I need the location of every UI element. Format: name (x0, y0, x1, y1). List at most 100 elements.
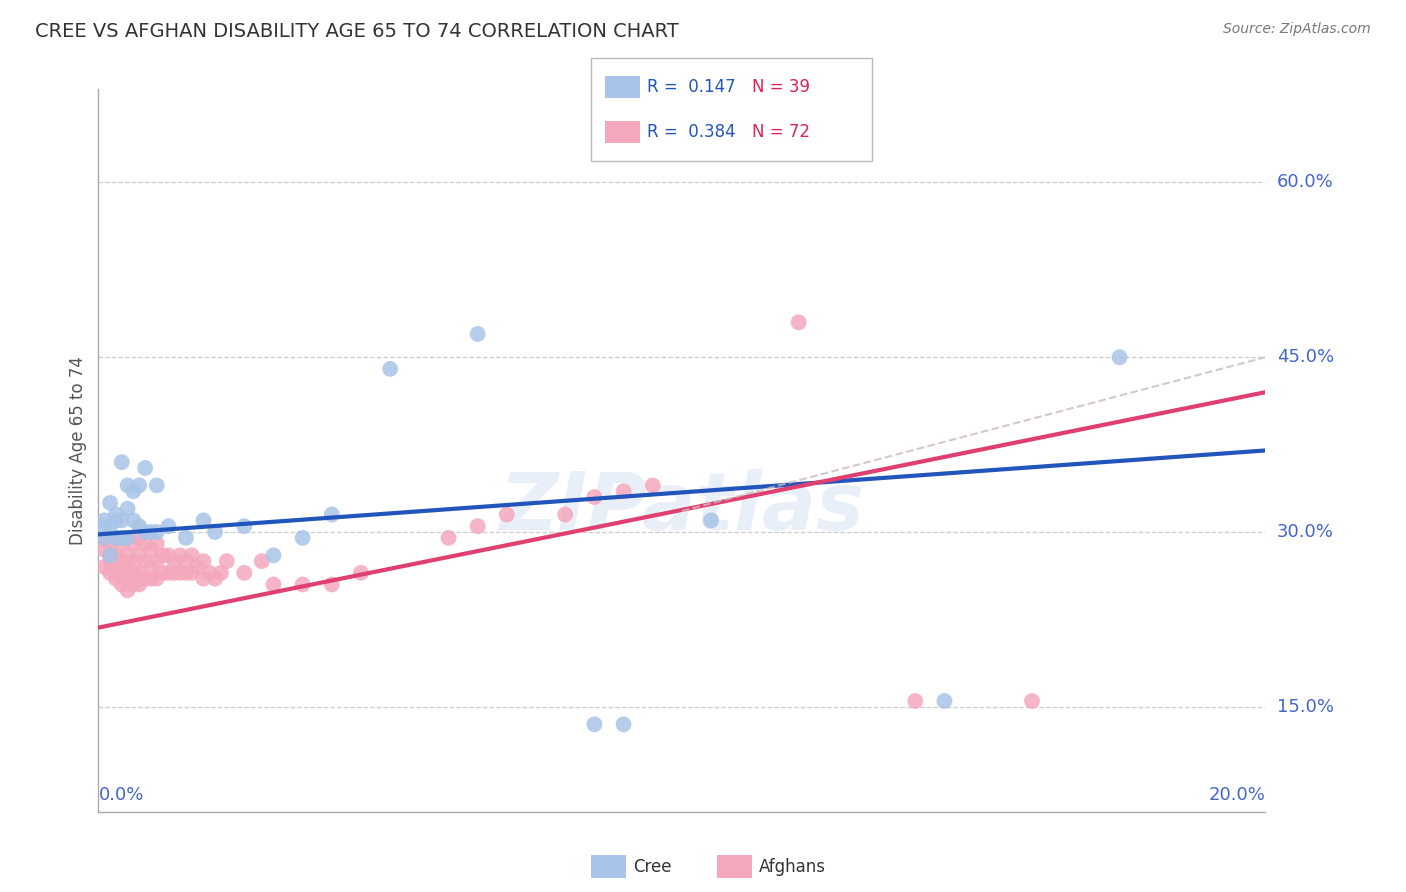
Point (93, 519, 115, 533)
Point (262, 549, 284, 563)
Point (163, 554, 186, 568)
Text: CREE VS AFGHAN DISABILITY AGE 65 TO 74 CORRELATION CHART: CREE VS AFGHAN DISABILITY AGE 65 TO 74 C… (35, 22, 679, 41)
Point (104, 531, 127, 545)
Text: Afghans: Afghans (759, 858, 827, 876)
Point (1108, 350, 1130, 364)
Point (117, 501, 139, 516)
Point (117, 478, 139, 492)
Point (209, 566, 232, 580)
Point (111, 554, 134, 568)
Point (111, 537, 134, 551)
Point (1021, 694, 1043, 708)
Point (174, 566, 197, 580)
Point (157, 566, 180, 580)
Point (98, 549, 121, 563)
Point (152, 549, 174, 563)
Point (321, 508, 343, 522)
Point (122, 513, 145, 527)
Point (496, 508, 519, 522)
Point (117, 560, 139, 574)
Point (187, 560, 209, 574)
Point (128, 566, 150, 580)
Point (583, 717, 606, 731)
Text: 60.0%: 60.0% (1277, 173, 1334, 192)
Point (111, 577, 134, 591)
Point (134, 572, 156, 586)
Point (122, 484, 145, 499)
Point (204, 524, 226, 539)
Point (146, 524, 169, 539)
Point (157, 519, 180, 533)
Point (117, 531, 139, 545)
Point (198, 566, 221, 580)
Point (467, 326, 489, 341)
Point (291, 577, 314, 591)
Point (104, 549, 127, 563)
Point (139, 524, 162, 539)
Text: Source: ZipAtlas.com: Source: ZipAtlas.com (1223, 22, 1371, 37)
Point (904, 694, 927, 708)
Point (111, 513, 134, 527)
Point (163, 566, 186, 580)
Point (139, 560, 162, 574)
Point (146, 537, 169, 551)
Point (180, 566, 202, 580)
Point (174, 554, 197, 568)
Point (128, 549, 150, 563)
Text: R =  0.384: R = 0.384 (647, 123, 735, 141)
Point (641, 478, 664, 492)
Point (122, 566, 145, 580)
Point (98, 519, 121, 533)
Point (122, 577, 145, 591)
Point (134, 524, 156, 539)
Point (93, 542, 115, 557)
Point (117, 583, 139, 598)
Point (152, 566, 174, 580)
Text: N = 72: N = 72 (752, 123, 810, 141)
Point (146, 554, 169, 568)
Point (134, 461, 156, 475)
Point (98, 537, 121, 551)
Point (380, 362, 402, 376)
Point (93, 513, 115, 527)
Point (291, 531, 314, 545)
Point (139, 572, 162, 586)
Point (193, 554, 215, 568)
Point (554, 508, 576, 522)
Point (93, 531, 115, 545)
Point (98, 549, 121, 563)
Point (250, 554, 273, 568)
Point (122, 537, 145, 551)
Text: Cree: Cree (633, 858, 671, 876)
Point (111, 566, 134, 580)
Y-axis label: Disability Age 65 to 74: Disability Age 65 to 74 (69, 356, 87, 545)
Point (139, 542, 162, 557)
Point (193, 572, 215, 586)
Point (134, 537, 156, 551)
Point (787, 315, 810, 329)
Point (117, 531, 139, 545)
Point (934, 694, 956, 708)
Point (233, 566, 256, 580)
Point (104, 508, 127, 522)
Point (157, 549, 180, 563)
Point (612, 484, 634, 499)
Text: 30.0%: 30.0% (1277, 523, 1334, 541)
Point (146, 572, 169, 586)
Text: ZIPatlas: ZIPatlas (499, 469, 865, 548)
Point (111, 455, 134, 469)
Point (612, 717, 634, 731)
Text: N = 39: N = 39 (752, 78, 810, 95)
Point (583, 490, 606, 504)
Point (111, 531, 134, 545)
Point (93, 560, 115, 574)
Text: 0.0%: 0.0% (98, 787, 143, 805)
Point (128, 531, 150, 545)
Point (104, 531, 127, 545)
Text: 15.0%: 15.0% (1277, 698, 1334, 716)
Point (467, 519, 489, 533)
Text: R =  0.147: R = 0.147 (647, 78, 735, 95)
Point (104, 560, 127, 574)
Point (169, 566, 191, 580)
Point (98, 554, 121, 568)
